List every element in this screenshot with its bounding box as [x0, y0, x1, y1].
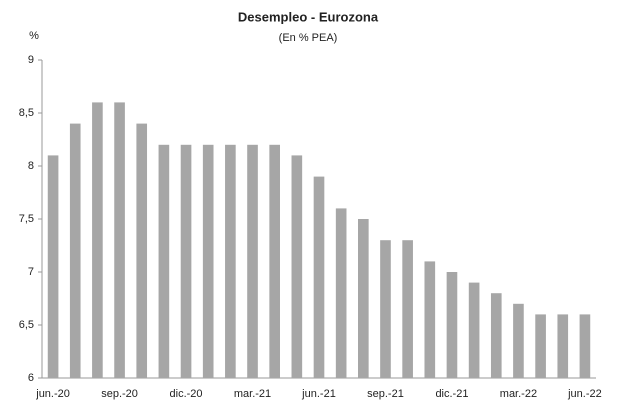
bar [158, 144, 170, 378]
y-tick-label: 8,5 [19, 107, 34, 119]
bar [358, 219, 369, 378]
bar [513, 303, 524, 378]
bar [180, 144, 192, 378]
chart-title: Desempleo - Eurozona [238, 9, 379, 24]
bar [69, 123, 81, 378]
chart-subtitle: (En % PEA) [279, 32, 338, 44]
y-tick-label: 6 [28, 372, 34, 384]
y-tick-label: 7 [28, 266, 34, 278]
bar [225, 144, 236, 378]
y-tick-label: 7,5 [19, 213, 34, 225]
bar [535, 314, 546, 378]
x-tick-label: mar.-22 [500, 388, 537, 400]
bar [92, 102, 103, 379]
bar [579, 314, 591, 378]
y-tick-label: 9 [28, 54, 34, 66]
bar [313, 176, 325, 378]
bar [47, 155, 59, 378]
bar [202, 144, 214, 378]
bar [335, 208, 347, 378]
bar [402, 240, 413, 378]
x-tick-label: sep.-20 [101, 388, 138, 400]
bar [247, 144, 258, 378]
bar [424, 261, 436, 378]
x-tick-label: mar.-21 [234, 388, 271, 400]
x-tick-label: dic.-21 [435, 388, 468, 400]
y-tick-label: 6,5 [19, 319, 34, 331]
bar [114, 102, 125, 379]
bar [269, 144, 280, 378]
bar [136, 123, 148, 378]
bar [557, 314, 569, 378]
x-tick-label: jun.-21 [301, 388, 336, 400]
bar [446, 272, 458, 378]
x-tick-label: dic.-20 [170, 388, 203, 400]
y-axis-label: % [29, 30, 39, 42]
x-tick-label: jun.-22 [567, 388, 602, 400]
x-tick-label: sep.-21 [367, 388, 404, 400]
bar [468, 282, 480, 378]
x-tick-label: jun.-20 [35, 388, 70, 400]
y-tick-label: 8 [28, 160, 34, 172]
bar [291, 155, 303, 378]
bar [380, 240, 391, 378]
bar [490, 293, 502, 378]
